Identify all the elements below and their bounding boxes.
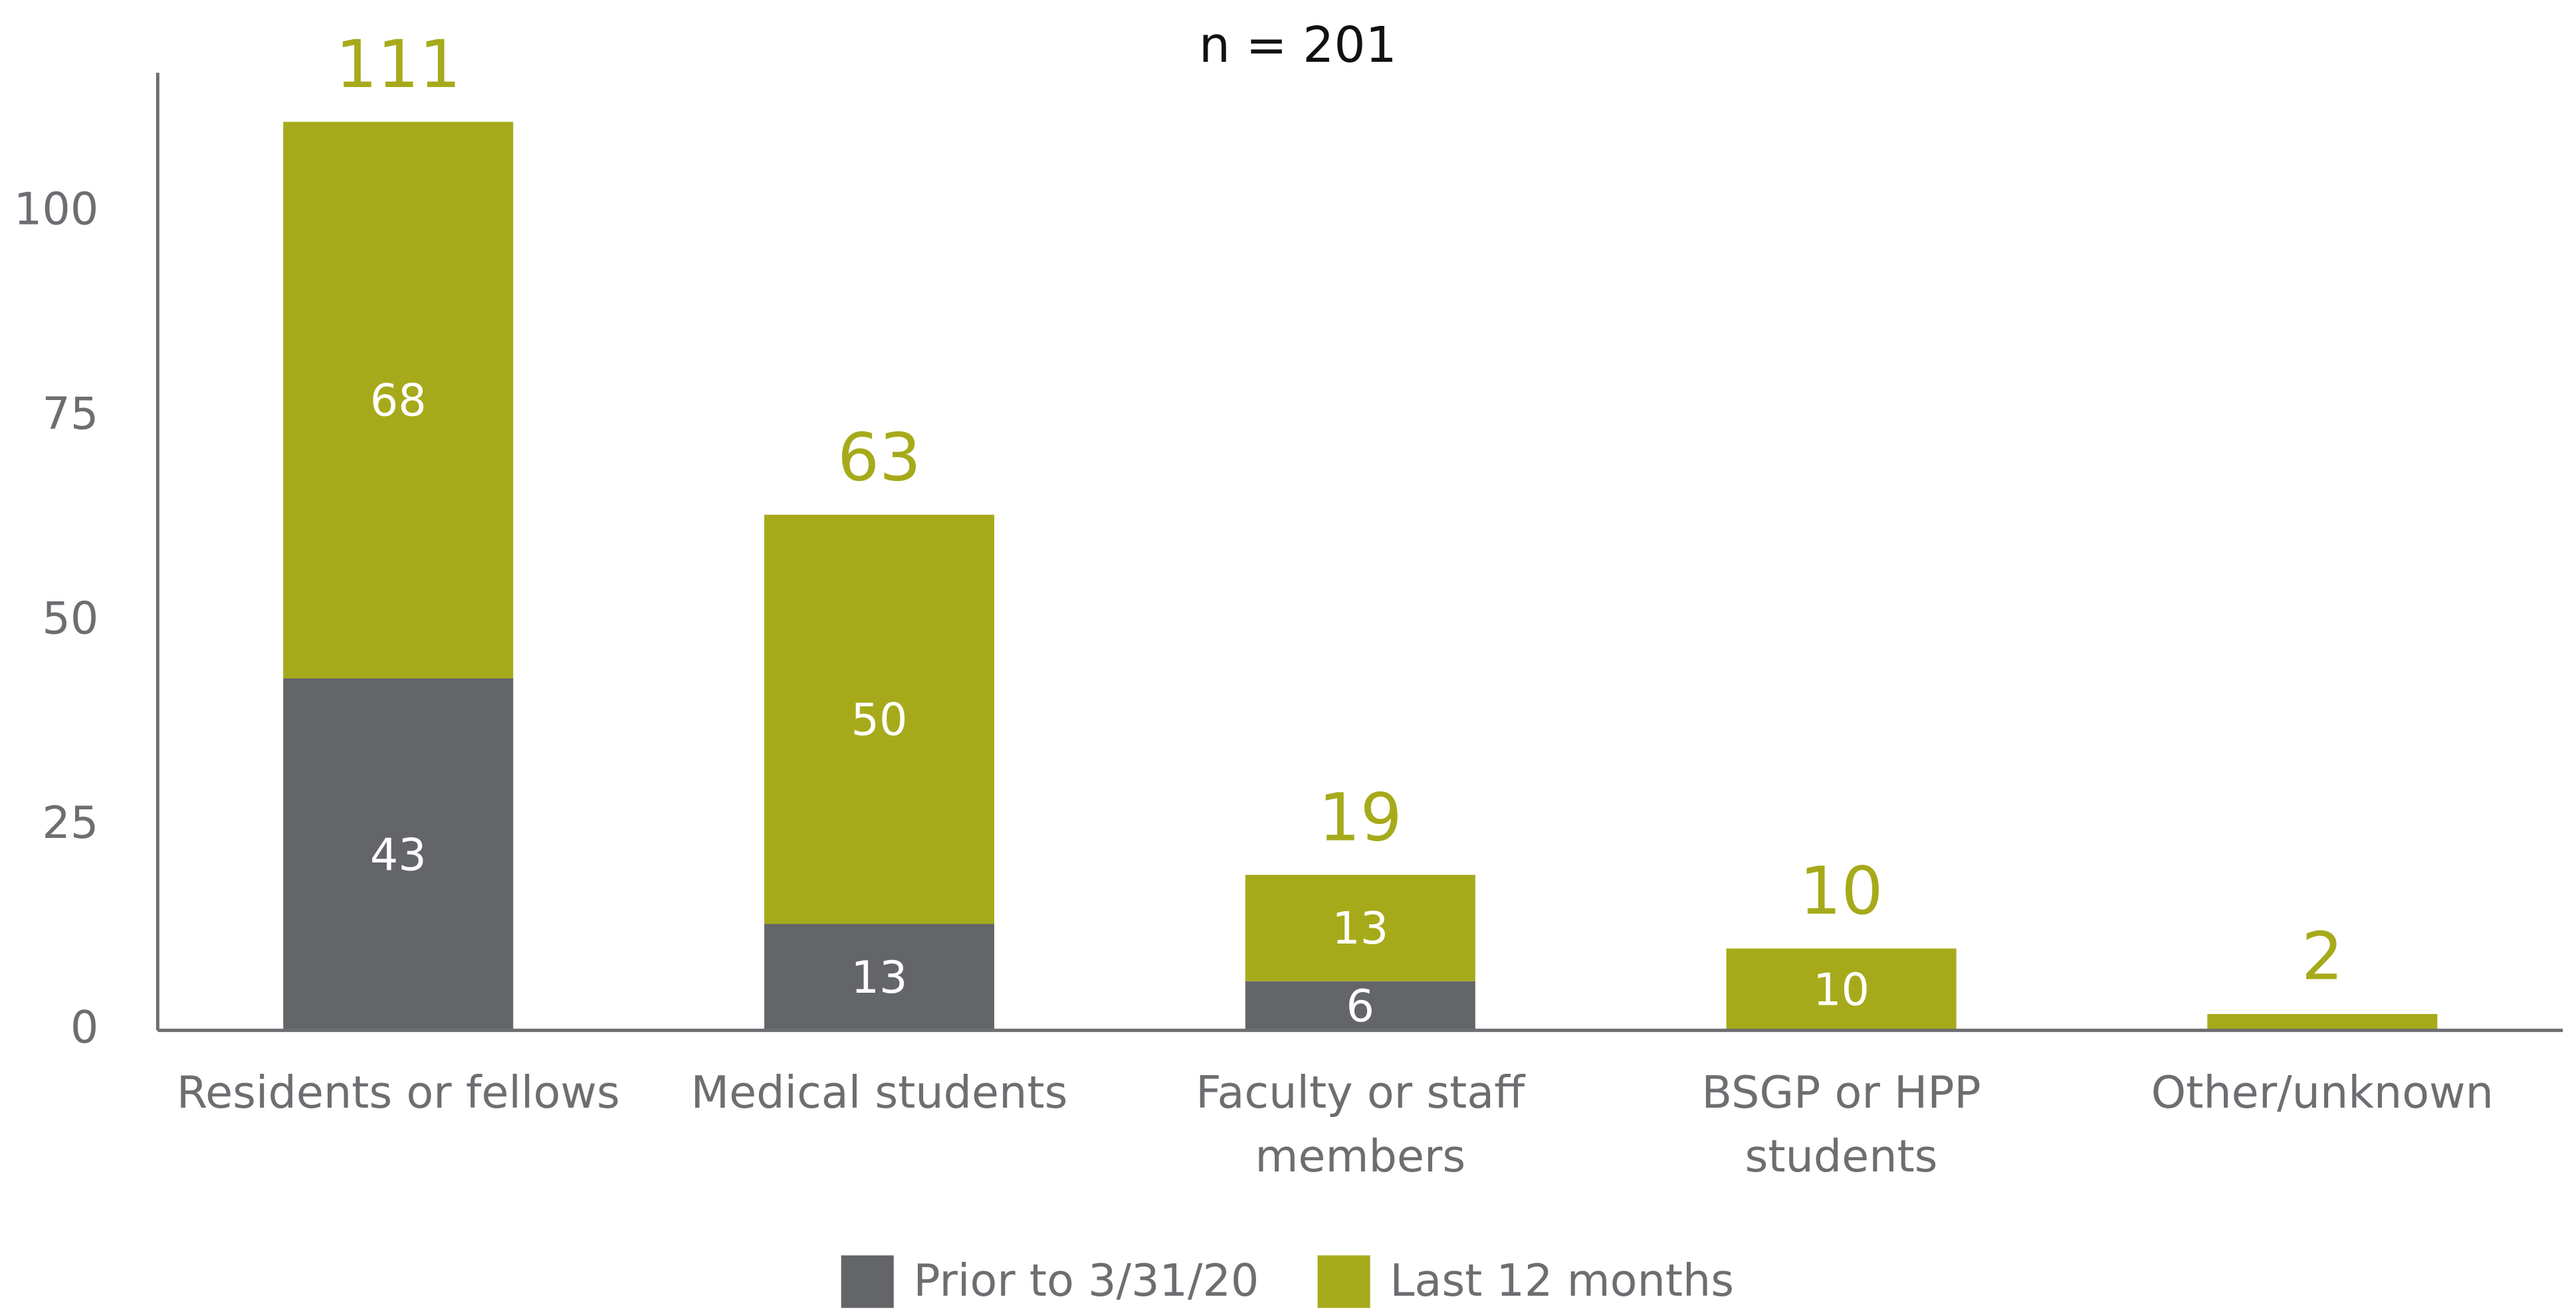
- bar-segment: [2207, 1013, 2438, 1031]
- total-label: 111: [336, 27, 461, 103]
- bar-segment: [1726, 948, 1957, 1031]
- data-label: 68: [370, 375, 427, 427]
- data-label: 50: [851, 694, 908, 746]
- bar-segment: [283, 678, 514, 1031]
- legend-swatch: [1317, 1255, 1370, 1308]
- bar-segment: [764, 924, 995, 1031]
- legend-swatch: [841, 1255, 894, 1308]
- x-tick-label-box: Medical students: [691, 1068, 1068, 1120]
- total-label: 19: [1319, 779, 1402, 856]
- bar-segment: [764, 514, 995, 924]
- x-tick-label-box: Other/unknown: [2151, 1068, 2494, 1120]
- data-label: 43: [370, 829, 427, 880]
- total-label: 10: [1800, 853, 1883, 930]
- legend-label: Last 12 months: [1390, 1255, 1734, 1306]
- data-label: 13: [1332, 902, 1388, 954]
- y-tick-label: 25: [42, 797, 98, 849]
- bar-segment: [283, 122, 514, 678]
- y-tick-label: 50: [42, 592, 98, 644]
- y-tick-label: 0: [70, 1001, 98, 1053]
- x-tick-label: Faculty or staff members: [1196, 1068, 1525, 1183]
- x-tick-label: BSGP or HPP students: [1701, 1068, 1981, 1183]
- data-label: 10: [1813, 964, 1870, 1016]
- x-tick-label-box: Residents or fellows: [176, 1068, 620, 1120]
- x-tick-label: Residents or fellows: [176, 1068, 620, 1120]
- total-label: 63: [837, 419, 921, 496]
- x-tick-label-box: BSGP or HPP students: [1701, 1068, 1981, 1183]
- legend-label: Prior to 3/31/20: [913, 1255, 1259, 1306]
- data-label: 13: [851, 952, 908, 1003]
- x-tick-label-box: Faculty or staff members: [1196, 1068, 1525, 1183]
- y-tick-label: 100: [14, 183, 98, 235]
- data-label: 6: [1346, 980, 1374, 1032]
- x-tick-label: Other/unknown: [2151, 1068, 2494, 1120]
- bar-segment: [1245, 981, 1475, 1031]
- y-tick-label: 75: [42, 387, 98, 439]
- x-tick-label: Medical students: [691, 1068, 1068, 1120]
- chart-title: n = 201: [1199, 17, 1397, 74]
- total-label: 2: [2302, 919, 2343, 995]
- bar-segment: [1245, 874, 1475, 981]
- legend: Prior to 3/31/20 Last 12 months: [841, 1255, 1734, 1308]
